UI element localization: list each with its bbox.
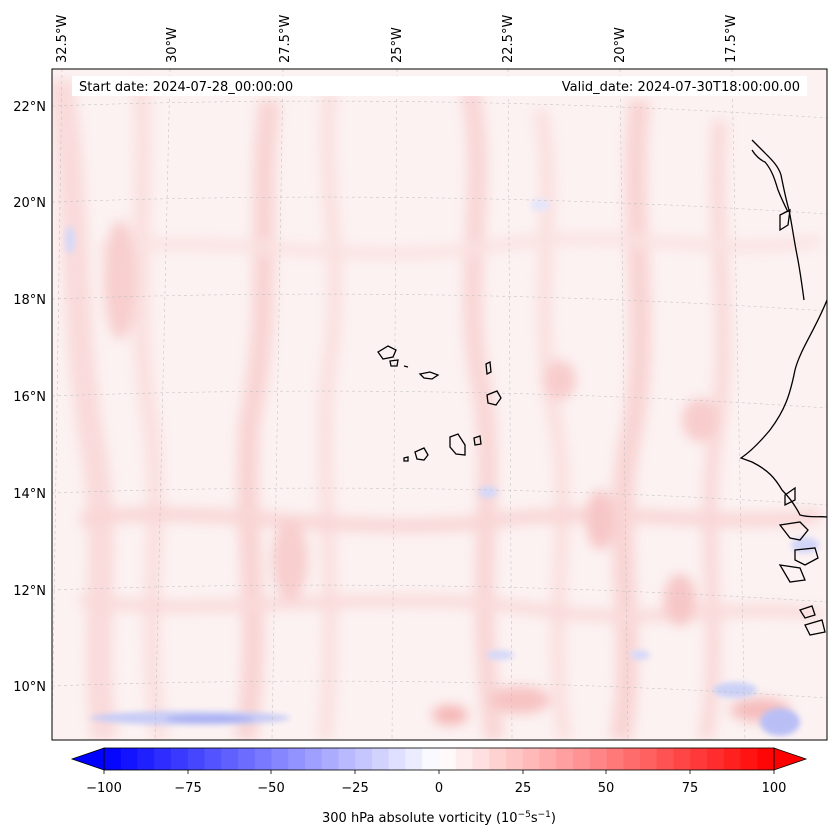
colorbar-ticks: −100 −75 −50 −25 0 25 50 75 100: [86, 770, 786, 796]
colorbar-cell: [707, 748, 725, 770]
colorbar-cell: [338, 748, 356, 770]
lon-label: 22.5°W: [501, 15, 516, 63]
colorbar-cell: [104, 748, 122, 770]
colorbar-cell: [757, 748, 775, 770]
colorbar-cell: [472, 748, 490, 770]
colorbar-tick-label: −50: [257, 781, 284, 796]
positive-vorticity-streaks: [52, 77, 822, 740]
lat-label: 16°N: [13, 390, 46, 405]
colorbar-cell: [204, 748, 222, 770]
colorbar-cell: [271, 748, 289, 770]
colorbar-cell: [288, 748, 306, 770]
colorbar-cell: [305, 748, 323, 770]
colorbar-cell: [388, 748, 406, 770]
lat-label: 18°N: [13, 293, 46, 308]
colorbar-cell: [673, 748, 691, 770]
lon-label: 30°W: [165, 27, 180, 63]
vorticity-contours: [52, 69, 827, 740]
colorbar-max-extension: [773, 747, 808, 771]
colorbar-cell: [355, 748, 373, 770]
colorbar-cell: [422, 748, 440, 770]
colorbar-cell: [623, 748, 641, 770]
colorbar-cell: [556, 748, 574, 770]
lat-label: 12°N: [13, 584, 46, 599]
colorbar-cell: [723, 748, 741, 770]
colorbar-cell: [254, 748, 272, 770]
graticule: [52, 69, 827, 740]
colorbar-cell: [489, 748, 507, 770]
colorbar-cell: [372, 748, 390, 770]
colorbar-label: 300 hPa absolute vorticity (10−5s−1): [322, 810, 556, 826]
map-panel: Start date: 2024-07-28_00:00:00 Valid_da…: [13, 15, 828, 741]
lon-label: 32.5°W: [55, 15, 70, 63]
colorbar-tick-label: 75: [682, 781, 699, 796]
colorbar-cell: [321, 748, 339, 770]
colorbar-tick-label: 0: [435, 781, 443, 796]
colorbar-cell: [221, 748, 239, 770]
colorbar-tick-label: 100: [762, 781, 787, 796]
colorbar-cell: [455, 748, 473, 770]
date-header-background: [72, 76, 807, 96]
valid-date-label: Valid_date: 2024-07-30T18:00:00.00: [562, 80, 800, 95]
colorbar-cell: [120, 748, 138, 770]
colorbar-cell: [238, 748, 256, 770]
lon-label: 20°W: [613, 27, 628, 63]
coastline: [739, 139, 827, 636]
cape-verde-islands: [377, 345, 502, 462]
colorbar-cell: [690, 748, 708, 770]
colorbar-cell: [187, 748, 205, 770]
lat-label: 22°N: [13, 100, 46, 115]
lon-label: 27.5°W: [278, 15, 293, 63]
colorbar-cell: [522, 748, 540, 770]
colorbar-cell: [640, 748, 658, 770]
lon-label: 25°W: [390, 27, 405, 63]
colorbar-tick-label: 25: [515, 781, 532, 796]
lat-label: 14°N: [13, 487, 46, 502]
colorbar-cell: [539, 748, 557, 770]
colorbar-cell: [137, 748, 155, 770]
colorbar-cell: [154, 748, 172, 770]
colorbar: −100 −75 −50 −25 0 25 50 75 100 300 hPa …: [70, 747, 808, 826]
lon-label: 17.5°W: [724, 15, 739, 63]
colorbar-cells: [104, 748, 775, 770]
colorbar-tick-label: −25: [341, 781, 368, 796]
colorbar-cell: [506, 748, 524, 770]
colorbar-cell: [171, 748, 189, 770]
longitude-labels: 32.5°W 30°W 27.5°W 25°W 22.5°W 20°W 17.5…: [55, 15, 739, 63]
lat-label: 10°N: [13, 680, 46, 695]
colorbar-cell: [573, 748, 591, 770]
latitude-labels: 22°N 20°N 18°N 16°N 14°N 12°N 10°N: [13, 100, 46, 695]
colorbar-tick-label: 50: [598, 781, 615, 796]
colorbar-tick-label: −75: [174, 781, 201, 796]
colorbar-cell: [405, 748, 423, 770]
colorbar-cell: [740, 748, 758, 770]
colorbar-cell: [606, 748, 624, 770]
lat-label: 20°N: [13, 196, 46, 211]
map-frame: [51, 68, 828, 741]
colorbar-min-extension: [70, 747, 105, 771]
colorbar-cell: [589, 748, 607, 770]
colorbar-cell: [656, 748, 674, 770]
start-date-label: Start date: 2024-07-28_00:00:00: [79, 80, 293, 95]
colorbar-tick-label: −100: [86, 781, 122, 796]
colorbar-cell: [439, 748, 457, 770]
negative-vorticity-patches: [65, 199, 819, 736]
